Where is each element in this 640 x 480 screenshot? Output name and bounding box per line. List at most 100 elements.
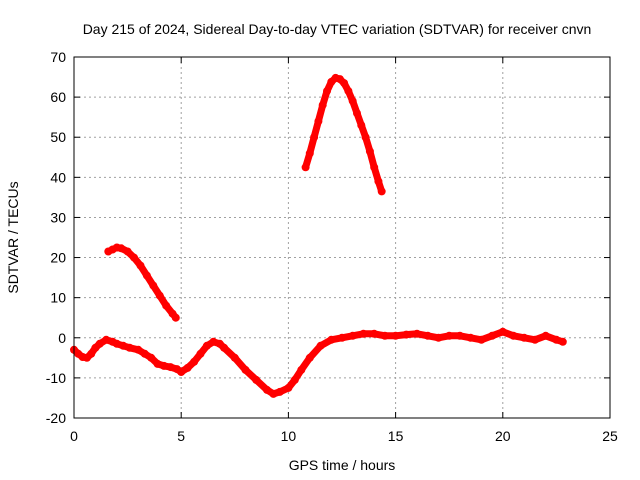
data-point [310,133,319,142]
data-point [166,363,175,372]
data-point [162,301,171,310]
y-tick-label: 50 [50,129,66,145]
data-point [377,187,386,196]
data-point [374,177,383,186]
data-point [488,331,497,340]
x-tick-label: 20 [495,428,511,444]
data-point [361,133,370,142]
data-point [153,359,162,368]
data-point [445,331,454,340]
data-point [183,363,192,372]
data-point [241,365,250,374]
x-tick-label: 5 [177,428,185,444]
data-point [297,365,306,374]
y-tick-label: -10 [46,370,66,386]
y-tick-label: 30 [50,209,66,225]
data-point [509,331,518,340]
series-segment-low-2 [177,328,567,398]
data-point [190,357,199,366]
plot-frame [73,56,611,419]
data-point [136,261,145,270]
data-point [344,87,353,96]
data-point [155,291,164,300]
data-point [370,163,379,172]
data-point [365,147,374,156]
data-point [314,117,323,126]
data-point [117,244,126,253]
data-point [252,375,261,384]
data-point [359,329,368,338]
data-point [149,281,158,290]
ticks: 0 5 10 15 20 25 -20 -10 0 10 20 30 40 50 60 70 [46,49,618,444]
data-point [102,335,111,344]
data-point [220,343,229,352]
data-point [290,375,299,384]
data-point [380,331,389,340]
series-layer [70,73,567,398]
chart-title: Day 215 of 2024, Sidereal Day-to-day VTE… [83,21,592,37]
data-point [305,149,314,158]
data-point [558,337,567,346]
data-point [477,335,486,344]
data-point [531,335,539,344]
data-point [177,367,186,376]
y-tick-label: 70 [50,49,66,65]
data-point [552,335,561,344]
data-point [140,349,149,358]
data-point [209,337,218,346]
data-point [301,163,310,172]
data-point [125,343,134,352]
data-point [202,341,211,350]
data-point [263,385,271,394]
data-point [305,353,314,362]
y-axis-label: SDTVAR / TECUs [5,181,21,293]
data-point [147,353,156,362]
y-tick-label: 10 [50,290,66,306]
data-point [498,327,507,336]
data-point [455,331,464,340]
data-point [318,101,327,110]
data-point [269,389,278,398]
y-tick-label: 60 [50,89,66,105]
data-point [275,387,284,396]
data-point [413,329,421,338]
y-tick-label: -20 [46,410,66,426]
data-point [357,121,366,130]
x-tick-label: 10 [281,428,297,444]
data-point [348,331,357,340]
data-point [353,109,361,118]
data-point [196,349,205,358]
data-point [340,79,349,88]
data-point [134,345,143,354]
data-point [520,333,529,342]
x-tick-label: 15 [388,428,404,444]
data-point [370,329,379,338]
data-point [402,330,411,339]
data-point [142,271,151,280]
data-point [327,335,336,344]
x-axis-label: GPS time / hours [289,457,396,473]
data-point [95,339,104,348]
data-point [112,339,121,348]
data-point [541,331,550,340]
data-point [123,247,132,256]
data-point [130,253,138,262]
x-tick-label: 0 [70,428,78,444]
data-point [348,97,357,106]
data-point [323,87,331,96]
data-point [87,349,96,358]
y-tick-label: 20 [50,250,66,266]
data-point [160,361,168,370]
x-tick-label: 25 [602,428,618,444]
data-point [171,313,180,322]
data-point [466,333,475,342]
data-point [316,341,325,350]
data-point [434,333,443,342]
data-point [391,331,400,340]
y-tick-label: 40 [50,169,66,185]
y-tick-label: 0 [58,330,66,346]
data-point [338,333,346,342]
data-point [119,341,128,350]
data-point [230,353,239,362]
